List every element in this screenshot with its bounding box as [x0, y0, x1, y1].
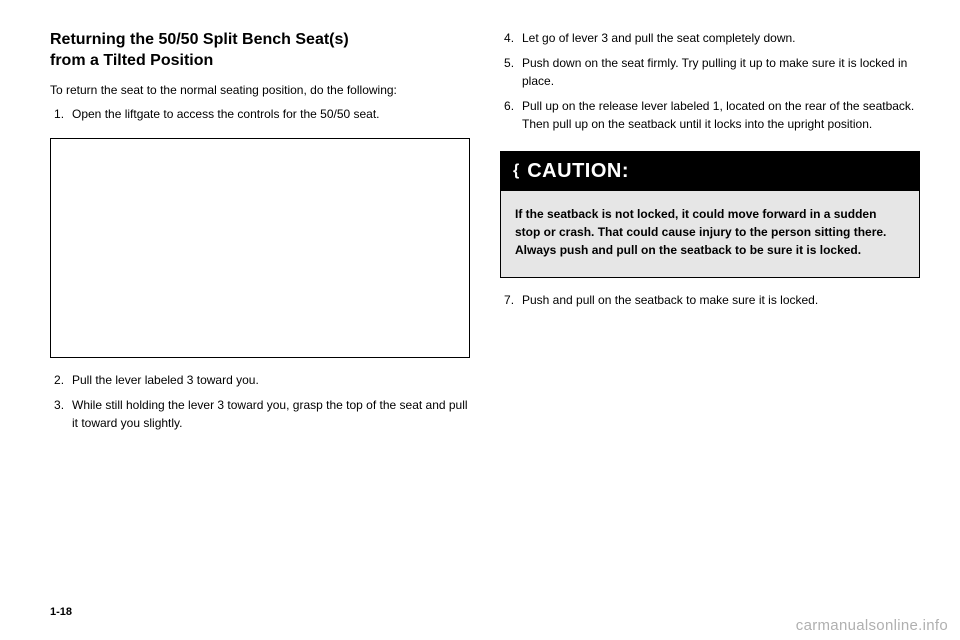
left-steps-list-cont: Pull the lever labeled 3 toward you. Whi… [50, 372, 470, 440]
step-6: Pull up on the release lever labeled 1, … [500, 98, 920, 133]
right-steps-list: Let go of lever 3 and pull the seat comp… [500, 30, 920, 141]
step-7: Push and pull on the seatback to make su… [500, 292, 920, 309]
step-3: While still holding the lever 3 toward y… [50, 397, 470, 432]
step-1: Open the liftgate to access the controls… [50, 106, 470, 123]
caution-body: If the seatback is not locked, it could … [501, 191, 919, 277]
left-column: Returning the 50/50 Split Bench Seat(s) … [50, 30, 470, 570]
warning-icon: { [513, 162, 519, 180]
watermark-text: carmanualsonline.info [796, 617, 948, 634]
heading-line2: from a Tilted Position [50, 52, 213, 69]
section-heading: Returning the 50/50 Split Bench Seat(s) … [50, 30, 470, 72]
caution-label: CAUTION: [527, 160, 629, 183]
page-number: 1-18 [50, 606, 72, 618]
step-2: Pull the lever labeled 3 toward you. [50, 372, 470, 389]
caution-header: { CAUTION: [501, 152, 919, 191]
left-steps-list: Open the liftgate to access the controls… [50, 106, 470, 131]
right-column: Let go of lever 3 and pull the seat comp… [500, 30, 920, 570]
figure-placeholder [50, 138, 470, 358]
page-content: Returning the 50/50 Split Bench Seat(s) … [0, 0, 960, 590]
step-4: Let go of lever 3 and pull the seat comp… [500, 30, 920, 47]
step-5: Push down on the seat firmly. Try pullin… [500, 55, 920, 90]
right-steps-list-2: Push and pull on the seatback to make su… [500, 292, 920, 317]
heading-line1: Returning the 50/50 Split Bench Seat(s) [50, 31, 349, 48]
caution-box: { CAUTION: If the seatback is not locked… [500, 151, 920, 278]
intro-text: To return the seat to the normal seating… [50, 82, 470, 99]
